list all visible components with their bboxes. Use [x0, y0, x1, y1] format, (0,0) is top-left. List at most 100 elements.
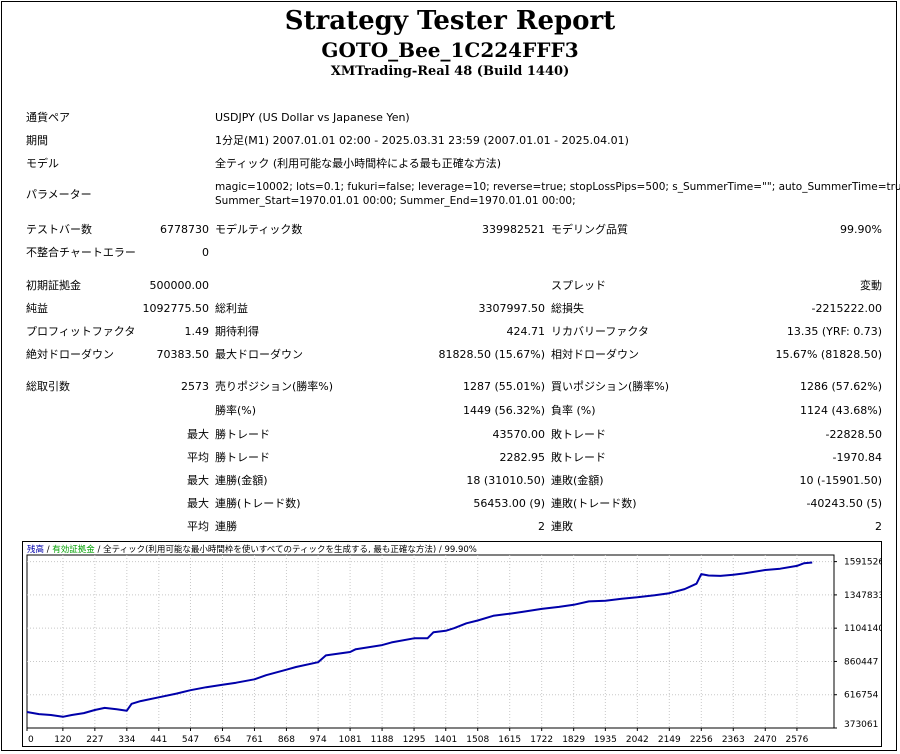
long-positions-value: 1286 (57.62%): [799, 380, 882, 393]
max-prefix-3: 最大: [187, 497, 209, 510]
y-tick-label: 1347833: [844, 591, 882, 601]
x-axis: 0 120 227 334 441 547 654 761 868 974 1081 1188 1295…: [26, 728, 809, 745]
y-tick-label: 616754: [844, 691, 879, 701]
symbol-value: USDJPY (US Dollar vs Japanese Yen): [215, 111, 410, 124]
x-tick-label: 868: [278, 735, 295, 745]
avg-prefix-1: 平均: [187, 451, 209, 464]
expert-name: GOTO_Bee_1C224FFF3: [321, 38, 579, 62]
rel-drawdown-label: 相対ドローダウン: [551, 348, 639, 361]
x-tick-label: 654: [214, 735, 231, 745]
x-tick-label: 761: [246, 735, 263, 745]
legend-sep-2: /: [95, 545, 103, 555]
y-tick-label: 1591526: [844, 558, 882, 568]
x-tick-label: 1081: [339, 735, 362, 745]
max-cons-wins-amount-value: 18 (31010.50): [466, 474, 545, 487]
x-tick-label: 1401: [434, 735, 457, 745]
ticks-label: モデルティック数: [215, 223, 303, 236]
x-tick-label: 441: [150, 735, 167, 745]
max-prefix-1: 最大: [187, 428, 209, 441]
x-tick-label: 1188: [371, 735, 394, 745]
chart-grid: [27, 555, 834, 728]
legend-equity: 有効証拠金: [52, 544, 95, 555]
y-tick-label: 373061: [844, 720, 878, 730]
avg-cons-wins-label: 連勝: [215, 520, 237, 533]
spread-label: スプレッド: [551, 279, 606, 292]
x-tick-label: 2576: [785, 735, 808, 745]
model-value: 全ティック (利用可能な最小時間枠による最も正確な方法): [215, 157, 502, 170]
modeling-label: モデリング品質: [551, 223, 628, 236]
y-axis: 373061 616754 860447 1104140 1347833 1591526: [834, 558, 882, 730]
x-tick-label: 1295: [403, 735, 426, 745]
x-tick-label: 1508: [466, 735, 489, 745]
short-positions-value: 1287 (55.01%): [462, 380, 545, 393]
max-cons-wins-amount-label: 連勝(金額): [215, 474, 268, 487]
expected-payoff-value: 424.71: [506, 325, 546, 338]
max-loss-trade-value: -22828.50: [825, 428, 882, 441]
server-build: XMTrading-Real 48 (Build 1440): [330, 64, 570, 79]
total-trades-value: 2573: [181, 380, 209, 393]
x-tick-label: 2470: [754, 735, 777, 745]
report-title: Strategy Tester Report: [284, 6, 616, 36]
avg-cons-losses-value: 2: [875, 520, 882, 533]
total-trades-label: 総取引数: [26, 380, 70, 393]
net-profit-value: 1092775.50: [142, 302, 209, 315]
y-tick-label: 1104140: [844, 624, 882, 634]
legend-quality: / 99.90%: [436, 545, 477, 555]
loss-rate-label: 負率 (%): [551, 404, 596, 417]
max-cons-losses-amount-label: 連敗(金額): [551, 474, 604, 487]
spread-value: 変動: [860, 279, 882, 292]
max-drawdown-label: 最大ドローダウン: [215, 348, 303, 361]
chart-frame: [22, 541, 882, 747]
deposit-value: 500000.00: [149, 279, 210, 292]
legend-model: 全ティック(利用可能な最小時間枠を使いすべてのティックを生成する, 最も正確な方…: [103, 544, 436, 555]
x-tick-label: 547: [182, 735, 199, 745]
avg-cons-wins-value: 2: [538, 520, 545, 533]
symbol-label: 通貨ペア: [26, 111, 70, 124]
profit-factor-value: 1.49: [184, 325, 210, 338]
legend-balance: 残高: [27, 544, 44, 555]
modeling-value: 99.90%: [840, 223, 882, 236]
avg-win-trade-label: 勝トレード: [215, 451, 270, 464]
max-win-trade-label: 勝トレード: [215, 428, 270, 441]
x-tick-label: 2363: [722, 735, 745, 745]
max-cons-losses-count-label: 連敗(トレード数): [551, 497, 637, 510]
x-tick-label: 2256: [690, 735, 713, 745]
expected-payoff-label: 期待利得: [215, 325, 259, 338]
long-positions-label: 買いポジション(勝率%): [551, 380, 670, 393]
recovery-factor-value: 13.35 (YRF: 0.73): [786, 325, 882, 338]
plot-area: [26, 554, 835, 729]
max-loss-trade-label: 敗トレード: [551, 428, 606, 441]
avg-loss-trade-label: 敗トレード: [551, 451, 606, 464]
deposit-label: 初期証拠金: [26, 279, 81, 292]
abs-drawdown-value: 70383.50: [156, 348, 210, 361]
recovery-factor-label: リカバリーファクタ: [551, 325, 649, 338]
x-tick-label: 1615: [498, 735, 521, 745]
short-positions-label: 売りポジション(勝率%): [215, 380, 334, 393]
bars-label: テストバー数: [26, 223, 92, 236]
max-win-trade-value: 43570.00: [492, 428, 546, 441]
balance-chart: 373061616754860447110414013478331591526 …: [22, 541, 882, 747]
profit-factor-label: プロフィットファクタ: [26, 325, 136, 338]
model-label: モデル: [26, 157, 59, 170]
x-tick-label: 2042: [626, 735, 649, 745]
period-value: 1分足(M1) 2007.01.01 02:00 - 2025.03.31 23…: [215, 134, 629, 147]
x-tick-label: 1935: [594, 735, 617, 745]
win-rate-label: 勝率(%): [215, 404, 257, 417]
gross-loss-label: 総損失: [551, 302, 584, 315]
x-tick-label: 334: [118, 735, 135, 745]
max-prefix-2: 最大: [187, 474, 209, 487]
gross-profit-value: 3307997.50: [478, 302, 545, 315]
avg-win-trade-value: 2282.95: [499, 451, 546, 464]
net-profit-label: 純益: [26, 302, 48, 315]
win-rate-value: 1449 (56.32%): [462, 404, 545, 417]
chart-legend: 残高 / 有効証拠金 / 全ティック(利用可能な最小時間枠を使いすべてのティック…: [27, 544, 477, 555]
balance-line: [26, 561, 813, 718]
chart-series: [26, 561, 813, 718]
x-tick-label: 974: [310, 735, 327, 745]
x-tick-label: 2149: [658, 735, 681, 745]
max-cons-wins-count-value: 56453.00 (9): [473, 497, 545, 510]
x-tick-label: 227: [86, 735, 103, 745]
errors-value: 0: [202, 246, 209, 259]
max-cons-wins-count-label: 連勝(トレード数): [215, 497, 301, 510]
params-line-2: Summer_Start=1970.01.01 00:00; Summer_En…: [215, 195, 576, 207]
